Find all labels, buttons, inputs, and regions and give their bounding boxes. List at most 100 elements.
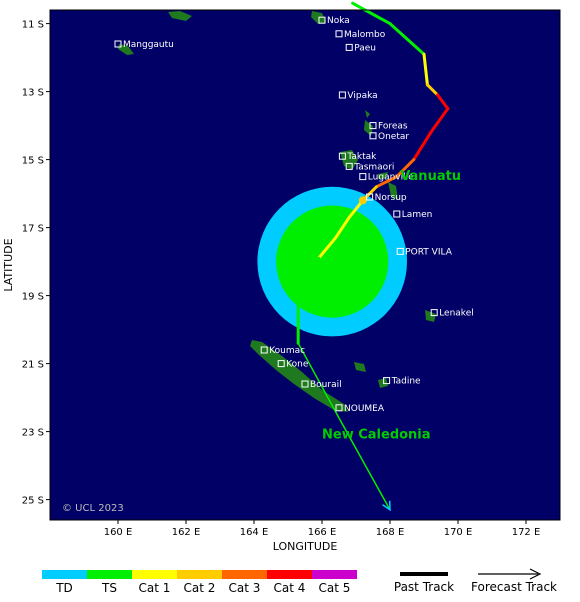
place-label: Bourail	[310, 380, 342, 390]
place-marker	[393, 210, 401, 218]
y-tick-label: 23 S	[22, 428, 44, 439]
island-espiritu-santo	[340, 150, 358, 170]
island-lifou	[354, 362, 366, 372]
place-marker	[369, 122, 377, 130]
island-tanna	[425, 310, 436, 322]
y-tick-label: 21 S	[22, 360, 44, 371]
place-marker	[369, 132, 377, 140]
plot-frame	[49, 9, 561, 521]
longitude-ticks: 160 E 162 E 164 E 166 E 168 E 170 E 172 E	[104, 520, 540, 538]
x-tick-label: 166 E	[308, 527, 337, 538]
past-track-segment	[388, 22, 426, 56]
place-label: Noka	[327, 16, 350, 26]
x-tick-label: 160 E	[104, 527, 133, 538]
past-track-segment	[395, 158, 416, 179]
place-marker	[345, 162, 353, 170]
legend-label: Cat 5	[319, 581, 351, 595]
forecast-track-line	[297, 342, 391, 512]
place-marker	[338, 91, 346, 99]
place-label: Norsup	[375, 193, 407, 203]
x-tick-label: 170 E	[444, 527, 473, 538]
storm-position-marker	[358, 196, 367, 205]
ts-wind-radius	[276, 205, 389, 318]
past-track-segment	[317, 236, 338, 260]
place-label: Taktak	[346, 152, 377, 162]
y-tick-label: 13 S	[22, 88, 44, 99]
legend-label: TS	[101, 581, 117, 595]
past-track-segment	[412, 130, 433, 162]
forecast-track-segment	[297, 342, 340, 419]
y-tick-label: 15 S	[22, 156, 44, 167]
region-label: New Caledonia	[322, 427, 431, 442]
place-label: Paeu	[354, 43, 376, 53]
place-label: Luganville	[368, 173, 414, 183]
latitude-ticks: 11 S 13 S 15 S 17 S 19 S 21 S 23 S 25 S	[22, 20, 50, 507]
island-new-caledonia	[250, 340, 348, 412]
place-marker	[430, 309, 438, 317]
place-label: Koumac	[269, 346, 305, 356]
place-label: NOUMEA	[344, 404, 385, 414]
island-vanuatu-2	[364, 120, 373, 136]
legend: TD TS Cat 1 Cat 2 Cat 3 Cat 4 Cat 5 Past Track F…	[42, 568, 557, 595]
past-track-legend-label: Past Track	[394, 580, 454, 594]
place-marker	[335, 404, 343, 412]
legend-swatch	[42, 570, 87, 579]
land-layer	[118, 11, 436, 412]
x-tick-label: 168 E	[376, 527, 405, 538]
place-marker	[359, 173, 367, 181]
place-label: Kone	[286, 360, 309, 370]
x-axis-title: LONGITUDE	[273, 540, 338, 553]
place-marker	[301, 380, 309, 388]
y-tick-label: 25 S	[22, 496, 44, 507]
place-label: Onetar	[378, 132, 409, 142]
wind-field	[257, 186, 408, 337]
place-label: Tadine	[391, 377, 421, 387]
y-axis-title: LATITUDE	[2, 238, 15, 291]
place-marker	[366, 193, 374, 201]
island-vanuatu-3	[378, 172, 388, 179]
x-tick-label: 164 E	[240, 527, 269, 538]
place-marker	[260, 346, 268, 354]
place-marker	[318, 16, 326, 24]
forecast-track-legend-label: Forecast Track	[471, 580, 557, 594]
forecast-track-segment	[338, 417, 391, 511]
past-track-segment	[296, 256, 321, 298]
legend-swatch	[87, 570, 132, 579]
place-marker	[338, 152, 346, 160]
island-mare	[378, 378, 388, 388]
place-marker	[345, 43, 353, 51]
legend-swatch	[132, 570, 177, 579]
place-label: Tasmaori	[353, 162, 394, 172]
past-track-segment	[425, 83, 440, 97]
y-tick-label: 17 S	[22, 224, 44, 235]
past-track-segment	[429, 107, 450, 134]
place-label: Malombo	[344, 30, 386, 40]
past-track-segment	[422, 52, 429, 87]
place-label: Vipaka	[347, 91, 377, 101]
past-track-segment	[374, 175, 399, 189]
legend-label: Cat 2	[184, 581, 216, 595]
region-labels: Vanuatu New Caledonia	[322, 169, 461, 442]
island-north-1	[168, 11, 192, 21]
past-track-segment	[436, 93, 450, 111]
place-label: Manggautu	[123, 40, 174, 50]
legend-swatch	[312, 570, 357, 579]
region-label: Vanuatu	[400, 169, 461, 184]
past-track-segment	[334, 215, 351, 240]
legend-label: Cat 4	[274, 581, 306, 595]
legend-swatch	[267, 570, 312, 579]
island-vanuatu-1	[365, 110, 370, 118]
x-tick-label: 162 E	[172, 527, 201, 538]
past-track-segment	[351, 1, 392, 26]
place-marker	[277, 360, 285, 368]
place-label: PORT VILA	[405, 247, 453, 257]
place-marker	[335, 30, 343, 38]
legend-label: Cat 3	[229, 581, 261, 595]
forecast-arrowhead	[382, 500, 391, 512]
y-tick-label: 19 S	[22, 292, 44, 303]
legend-swatch	[222, 570, 267, 579]
legend-label: Cat 1	[139, 581, 171, 595]
place-label: Lamen	[402, 210, 433, 220]
place-labels: Noka Malombo Paeu Manggautu Vipaka ForeasOnet…	[114, 16, 474, 414]
